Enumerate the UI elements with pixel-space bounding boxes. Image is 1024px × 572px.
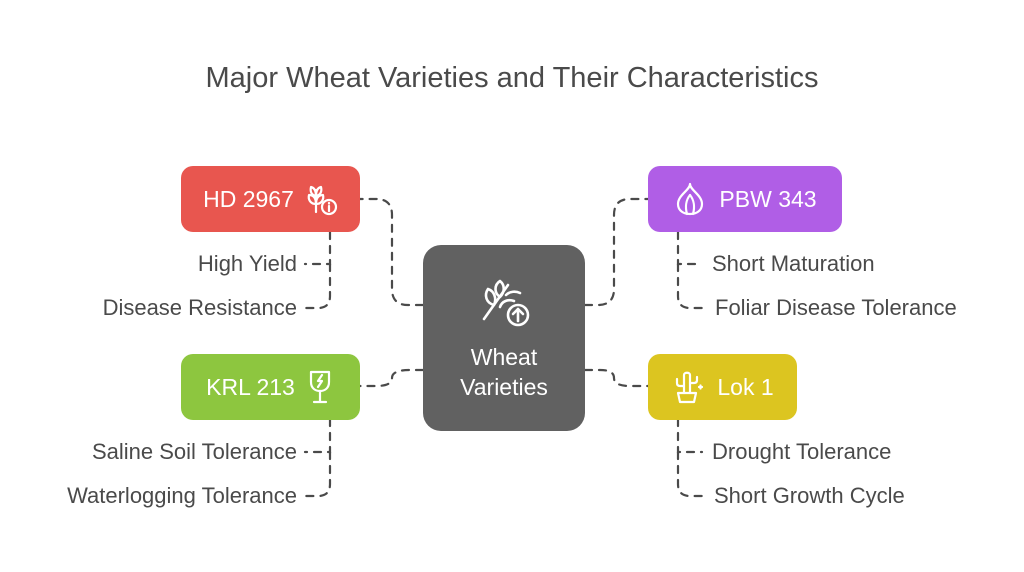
- variety-label-krl213: KRL 213: [206, 373, 295, 400]
- variety-label-pbw343: PBW 343: [719, 185, 817, 212]
- connector-hd2967-f1: [303, 230, 332, 266]
- connector-krl213-f2: [303, 450, 332, 498]
- feature-lok1-1: Drought Tolerance: [712, 439, 892, 464]
- connector-pbw343-f1: [676, 230, 704, 266]
- cactus-icon: [671, 369, 705, 405]
- feature-hd2967-2: Disease Resistance: [102, 295, 297, 320]
- feature-hd2967-1: High Yield: [197, 251, 297, 276]
- garlic-icon: [673, 181, 707, 217]
- feature-pbw343-1: Short Maturation: [712, 251, 875, 276]
- connector-hd2967: [358, 197, 425, 307]
- connector-hd2967-f2: [303, 262, 332, 310]
- variety-node-hd2967: HD 2967: [181, 166, 360, 232]
- center-label: Wheat Varieties: [460, 342, 548, 402]
- feature-pbw343-2: Foliar Disease Tolerance: [715, 295, 957, 320]
- feature-krl213-1: Saline Soil Tolerance: [91, 439, 297, 464]
- center-label-line1: Wheat: [470, 344, 538, 370]
- connector-lok1-f1: [676, 417, 704, 454]
- feature-krl213-2: Waterlogging Tolerance: [67, 483, 297, 508]
- diagram-title: Major Wheat Varieties and Their Characte…: [205, 62, 819, 94]
- connector-krl213: [358, 368, 425, 388]
- glass-icon: [305, 369, 335, 405]
- connector-pbw343: [583, 197, 650, 307]
- wheat-info-icon: [304, 182, 338, 216]
- connector-krl213-f1: [303, 417, 332, 454]
- center-node: Wheat Varieties: [423, 245, 585, 431]
- variety-label-lok1: Lok 1: [717, 373, 774, 400]
- feature-lok1-2: Short Growth Cycle: [714, 483, 905, 508]
- variety-node-krl213: KRL 213: [181, 354, 360, 420]
- variety-node-pbw343: PBW 343: [648, 166, 842, 232]
- variety-label-hd2967: HD 2967: [203, 185, 294, 212]
- wheat-arrow-icon: [474, 271, 534, 336]
- connector-lok1: [583, 368, 650, 388]
- variety-node-lok1: Lok 1: [648, 354, 797, 420]
- connector-lok1-f2: [676, 450, 708, 498]
- connector-pbw343-f2: [676, 262, 708, 310]
- center-label-line2: Varieties: [460, 374, 548, 400]
